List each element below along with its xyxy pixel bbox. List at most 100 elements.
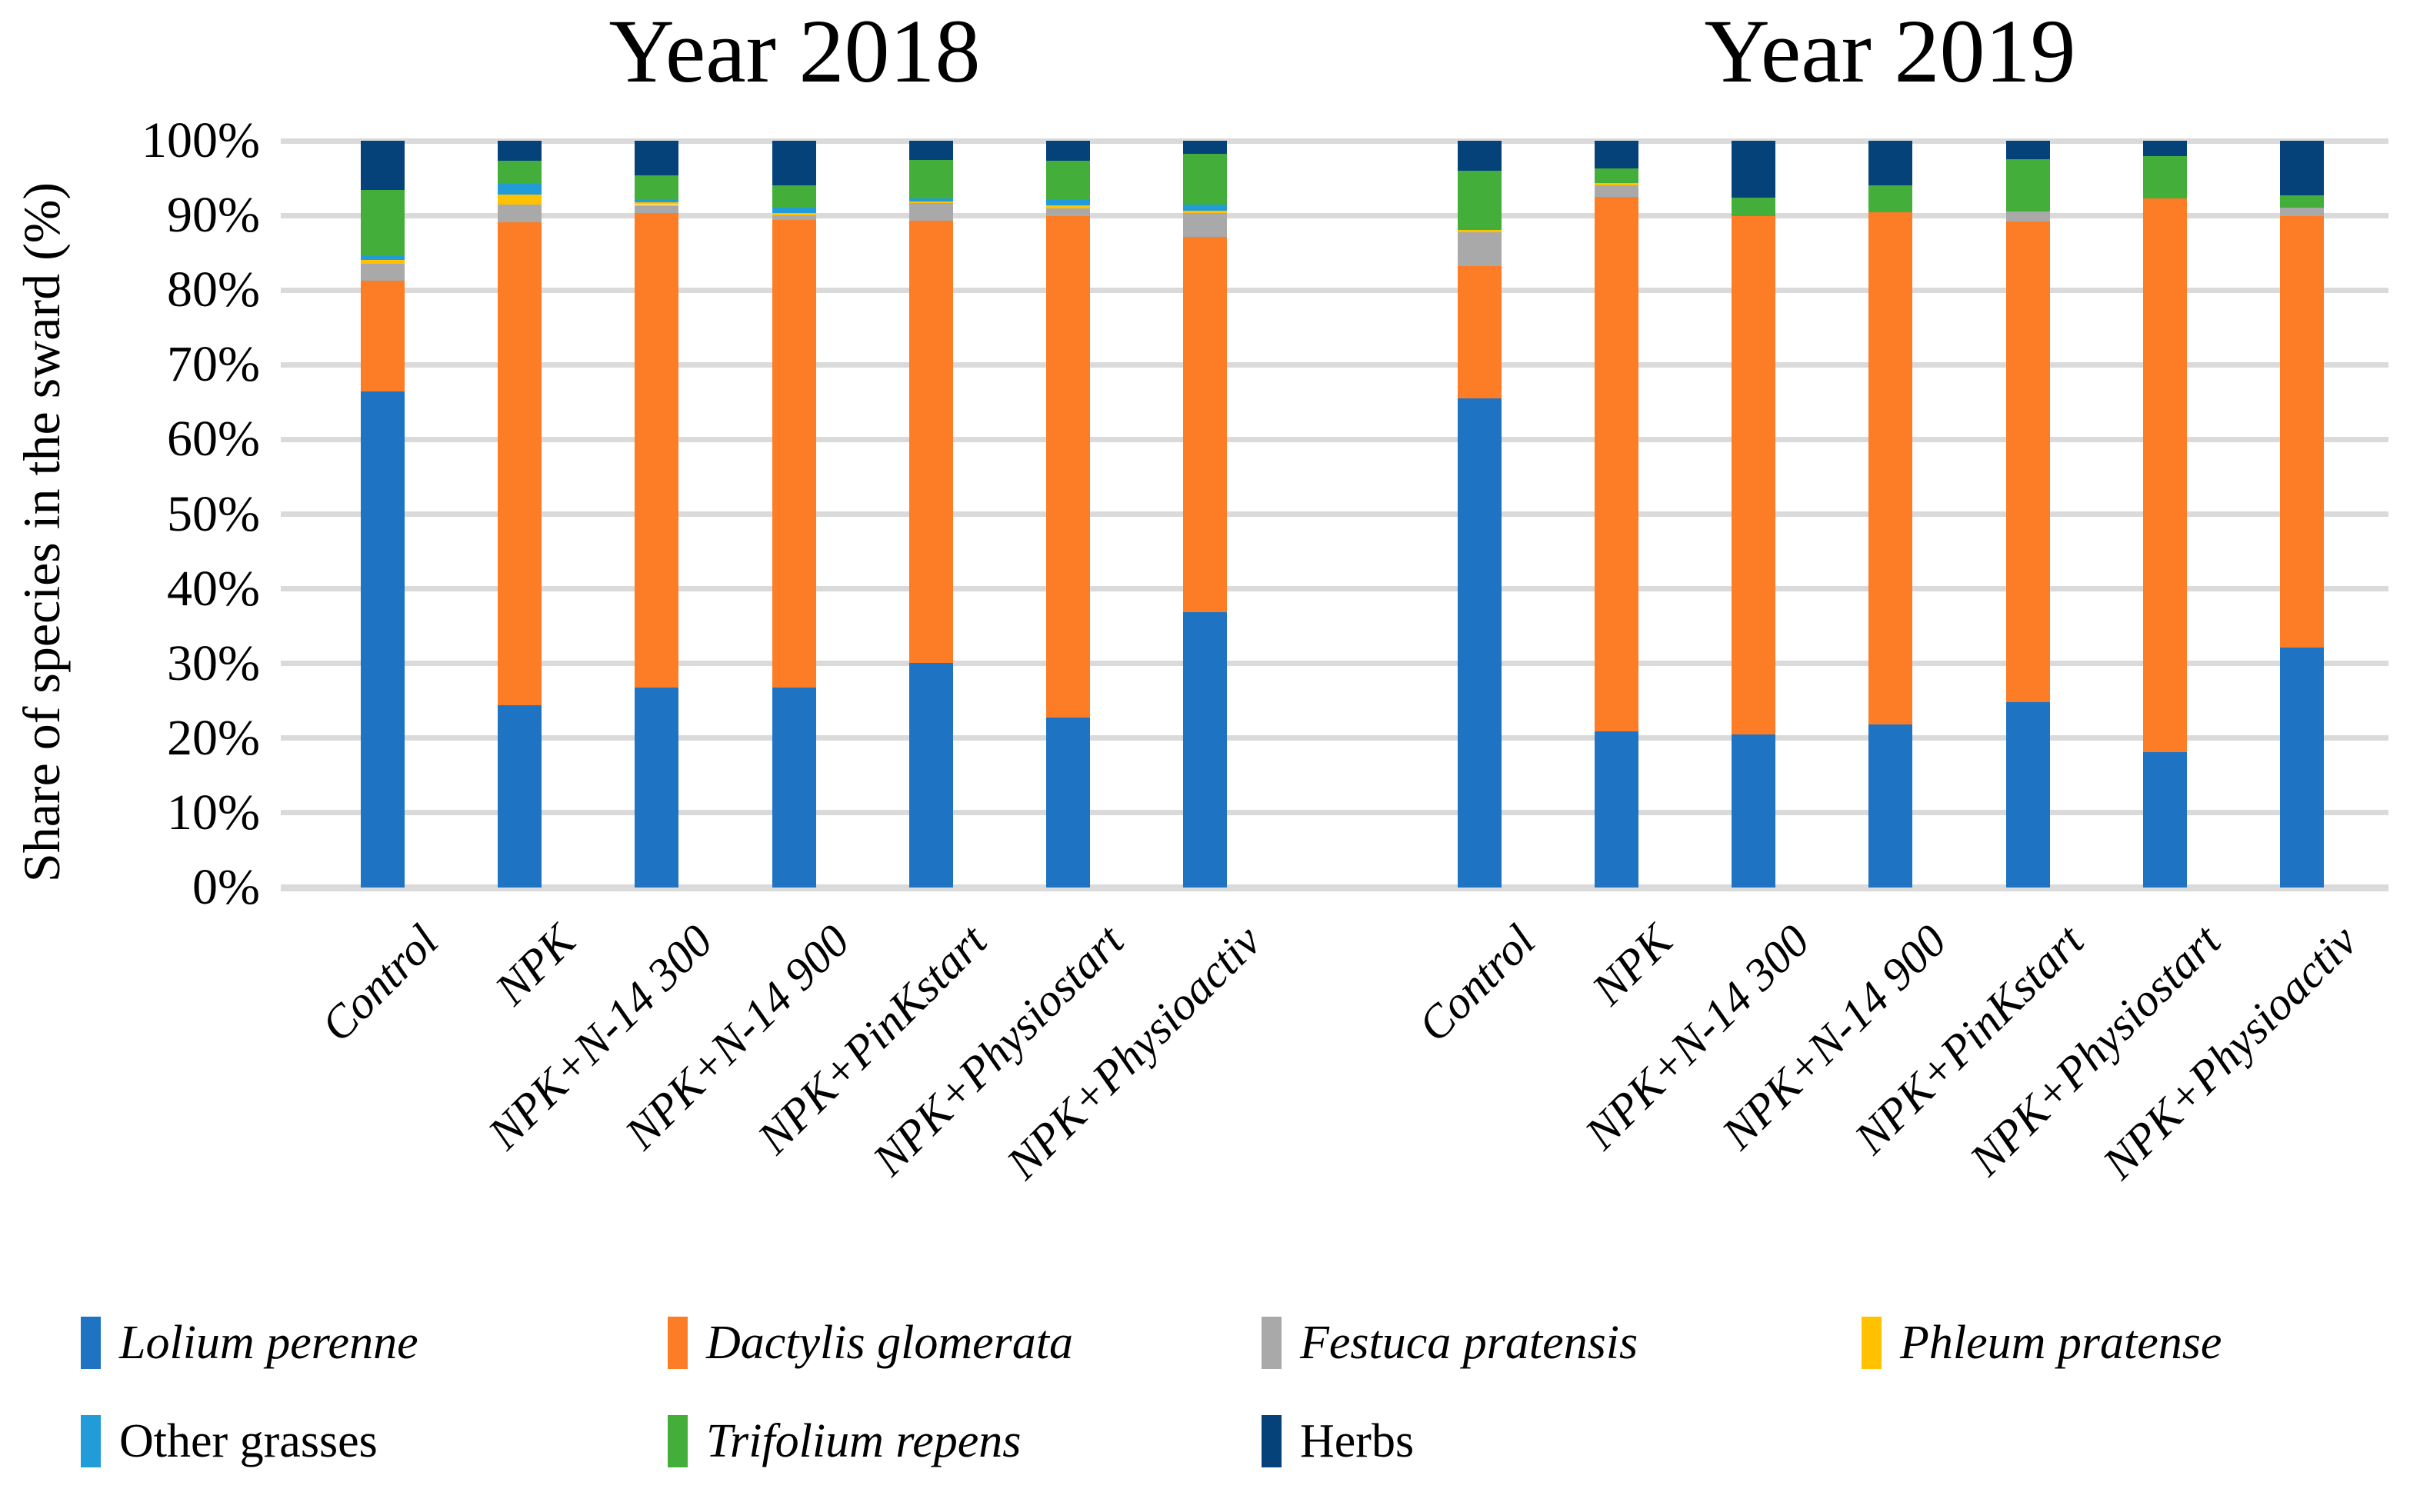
bar-segment-herbs xyxy=(1732,141,1776,198)
bar-segment-festuca-pratensis xyxy=(635,205,679,214)
legend-swatch-dactylis-glomerata xyxy=(668,1317,688,1369)
bar-segment-dactylis-glomerata xyxy=(2280,216,2324,648)
bar-segment-herbs xyxy=(498,141,542,162)
bar-segment-festuca-pratensis xyxy=(360,264,405,281)
x-category-label-control: Control xyxy=(311,914,448,1051)
bar-segment-trifolium-repens xyxy=(360,190,405,256)
bar-segment-trifolium-repens xyxy=(772,185,816,208)
bar-segment-lolium-perenne xyxy=(1595,731,1638,888)
y-tick-label-80: 80% xyxy=(167,261,260,318)
bar-segment-dactylis-glomerata xyxy=(360,280,405,392)
bar-segment-other-grasses xyxy=(1045,199,1090,205)
y-tick-label-50: 50% xyxy=(167,485,260,542)
bar-segment-phleum-pratense xyxy=(498,194,542,205)
y-tick-label-10: 10% xyxy=(167,784,260,841)
legend-item-herbs: Herbs xyxy=(1262,1415,1414,1467)
bar-segment-dactylis-glomerata xyxy=(1183,237,1228,612)
bar-segment-festuca-pratensis xyxy=(498,204,542,222)
gridline-40 xyxy=(281,586,2388,592)
bar-segment-trifolium-repens xyxy=(1732,197,1776,217)
bar-segment-lolium-perenne xyxy=(772,687,816,888)
bar-segment-trifolium-repens xyxy=(1457,170,1502,230)
legend-swatch-herbs xyxy=(1262,1415,1282,1467)
bar-segment-lolium-perenne xyxy=(1045,717,1090,888)
bar-segment-dactylis-glomerata xyxy=(635,213,679,688)
legend-item-other-grasses: Other grasses xyxy=(81,1415,378,1467)
bar-segment-herbs xyxy=(2280,141,2324,195)
bar-segment-phleum-pratense xyxy=(1045,205,1090,209)
y-tick-label-40: 40% xyxy=(167,560,260,617)
bar-segment-other-grasses xyxy=(772,208,816,214)
gridline-60 xyxy=(281,436,2388,442)
bar-segment-trifolium-repens xyxy=(498,161,542,185)
bar-segment-other-grasses xyxy=(635,199,679,202)
y-tick-label-100: 100% xyxy=(142,112,260,168)
bar-segment-herbs xyxy=(1595,141,1638,168)
bar-segment-herbs xyxy=(1045,141,1090,162)
legend-item-phleum-pratense: Phleum pratense xyxy=(1862,1317,2222,1369)
bar-segment-phleum-pratense xyxy=(1595,183,1638,186)
bar-segment-lolium-perenne xyxy=(1868,724,1913,888)
legend-swatch-phleum-pratense xyxy=(1862,1317,1882,1369)
bar-segment-dactylis-glomerata xyxy=(908,220,953,663)
gridline-30 xyxy=(281,661,2388,667)
legend-label-dactylis-glomerata: Dactylis glomerata xyxy=(706,1317,1073,1369)
bar-segment-herbs xyxy=(2005,141,2050,160)
bar-segment-phleum-pratense xyxy=(635,201,679,205)
bar-segment-lolium-perenne xyxy=(498,705,542,888)
bar-segment-dactylis-glomerata xyxy=(1045,216,1090,718)
x-category-label-npk-physiostart: NPK+Physiostart xyxy=(1959,914,2230,1185)
bar-segment-lolium-perenne xyxy=(1183,611,1228,888)
y-tick-label-60: 60% xyxy=(167,411,260,468)
bar-segment-phleum-pratense xyxy=(908,201,953,203)
legend-label-festuca-pratensis: Festuca pratensis xyxy=(1300,1317,1638,1369)
bar-segment-herbs xyxy=(635,141,679,175)
y-tick-label-20: 20% xyxy=(167,709,260,766)
legend-label-lolium-perenne: Lolium perenne xyxy=(119,1317,418,1369)
bar-segment-phleum-pratense xyxy=(360,260,405,265)
bar-segment-dactylis-glomerata xyxy=(1732,216,1776,734)
legend-item-dactylis-glomerata: Dactylis glomerata xyxy=(668,1317,1073,1369)
legend-label-herbs: Herbs xyxy=(1300,1415,1415,1467)
bar-segment-other-grasses xyxy=(908,198,953,201)
bar-segment-other-grasses xyxy=(498,184,542,195)
gridline-90 xyxy=(281,212,2388,218)
legend-label-phleum-pratense: Phleum pratense xyxy=(1900,1317,2222,1369)
legend-item-trifolium-repens: Trifolium repens xyxy=(668,1415,1021,1467)
x-category-label-npk: NPK xyxy=(1582,914,1682,1015)
y-tick-label-0: 0% xyxy=(192,859,260,915)
bar-segment-dactylis-glomerata xyxy=(1595,196,1638,732)
bar-segment-festuca-pratensis xyxy=(1457,232,1502,267)
gridline-0 xyxy=(281,884,2388,891)
bar-segment-dactylis-glomerata xyxy=(498,221,542,706)
bar-segment-festuca-pratensis xyxy=(1595,185,1638,197)
legend-swatch-festuca-pratensis xyxy=(1262,1317,1282,1369)
bar-segment-trifolium-repens xyxy=(635,175,679,200)
bar-segment-dactylis-glomerata xyxy=(2142,198,2187,753)
bar-segment-dactylis-glomerata xyxy=(1868,212,1913,725)
bar-segment-herbs xyxy=(1183,141,1228,154)
bar-segment-phleum-pratense xyxy=(772,213,816,216)
bar-segment-herbs xyxy=(360,141,405,191)
bar-segment-trifolium-repens xyxy=(1868,185,1913,213)
bar-segment-lolium-perenne xyxy=(360,391,405,888)
x-category-label-npk-physiostart: NPK+Physiostart xyxy=(862,914,1133,1185)
bar-segment-festuca-pratensis xyxy=(772,215,816,220)
bar-segment-festuca-pratensis xyxy=(1183,213,1228,238)
bar-segment-other-grasses xyxy=(360,255,405,261)
bar-segment-herbs xyxy=(1868,141,1913,186)
gridline-50 xyxy=(281,511,2388,517)
bar-segment-herbs xyxy=(1457,141,1502,171)
bar-segment-festuca-pratensis xyxy=(2280,208,2324,217)
bar-segment-trifolium-repens xyxy=(2142,156,2187,198)
x-category-label-npk-physioactiv: NPK+Physioactiv xyxy=(996,914,1271,1189)
x-category-label-npk: NPK xyxy=(485,914,585,1015)
bar-segment-dactylis-glomerata xyxy=(772,219,816,688)
bar-segment-other-grasses xyxy=(1183,204,1228,211)
bar-segment-lolium-perenne xyxy=(1732,734,1776,888)
gridline-70 xyxy=(281,361,2388,368)
bar-segment-lolium-perenne xyxy=(2142,752,2187,888)
y-axis-label: Share of species in the sward (%) xyxy=(12,182,71,883)
chart-title-year-2018: Year 2018 xyxy=(608,1,981,102)
